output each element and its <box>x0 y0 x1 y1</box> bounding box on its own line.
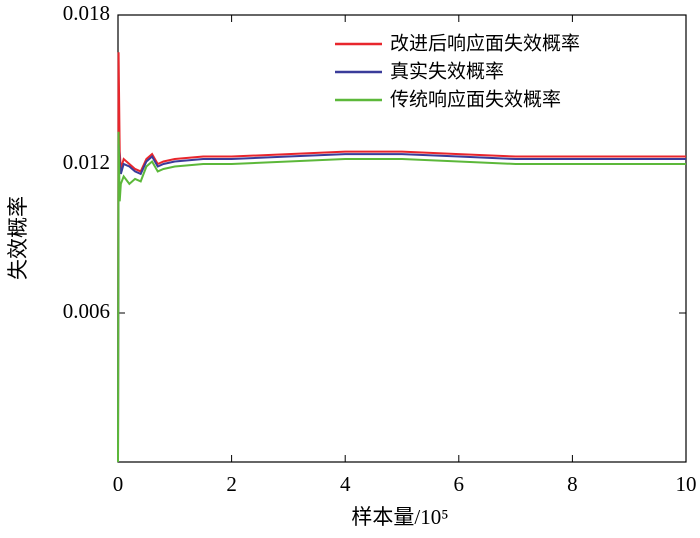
y-axis-label: 失效概率 <box>6 196 30 280</box>
x-tick-label: 4 <box>340 472 351 496</box>
x-tick-label: 0 <box>113 472 124 496</box>
series-line <box>117 131 686 463</box>
y-tick-label: 0.018 <box>63 1 110 25</box>
y-tick-label: 0.006 <box>63 299 110 323</box>
legend-label: 传统响应面失效概率 <box>390 89 561 111</box>
x-axis-label: 样本量/10⁵ <box>351 505 448 529</box>
series-line <box>117 52 686 463</box>
series-line <box>117 144 686 463</box>
y-tick-label: 0.012 <box>63 150 110 174</box>
legend-label: 改进后响应面失效概率 <box>390 33 580 55</box>
x-tick-label: 8 <box>567 472 578 496</box>
x-tick-label: 10 <box>676 472 697 496</box>
x-tick-label: 2 <box>226 472 237 496</box>
legend-label: 真实失效概率 <box>390 61 504 83</box>
x-tick-label: 6 <box>454 472 465 496</box>
